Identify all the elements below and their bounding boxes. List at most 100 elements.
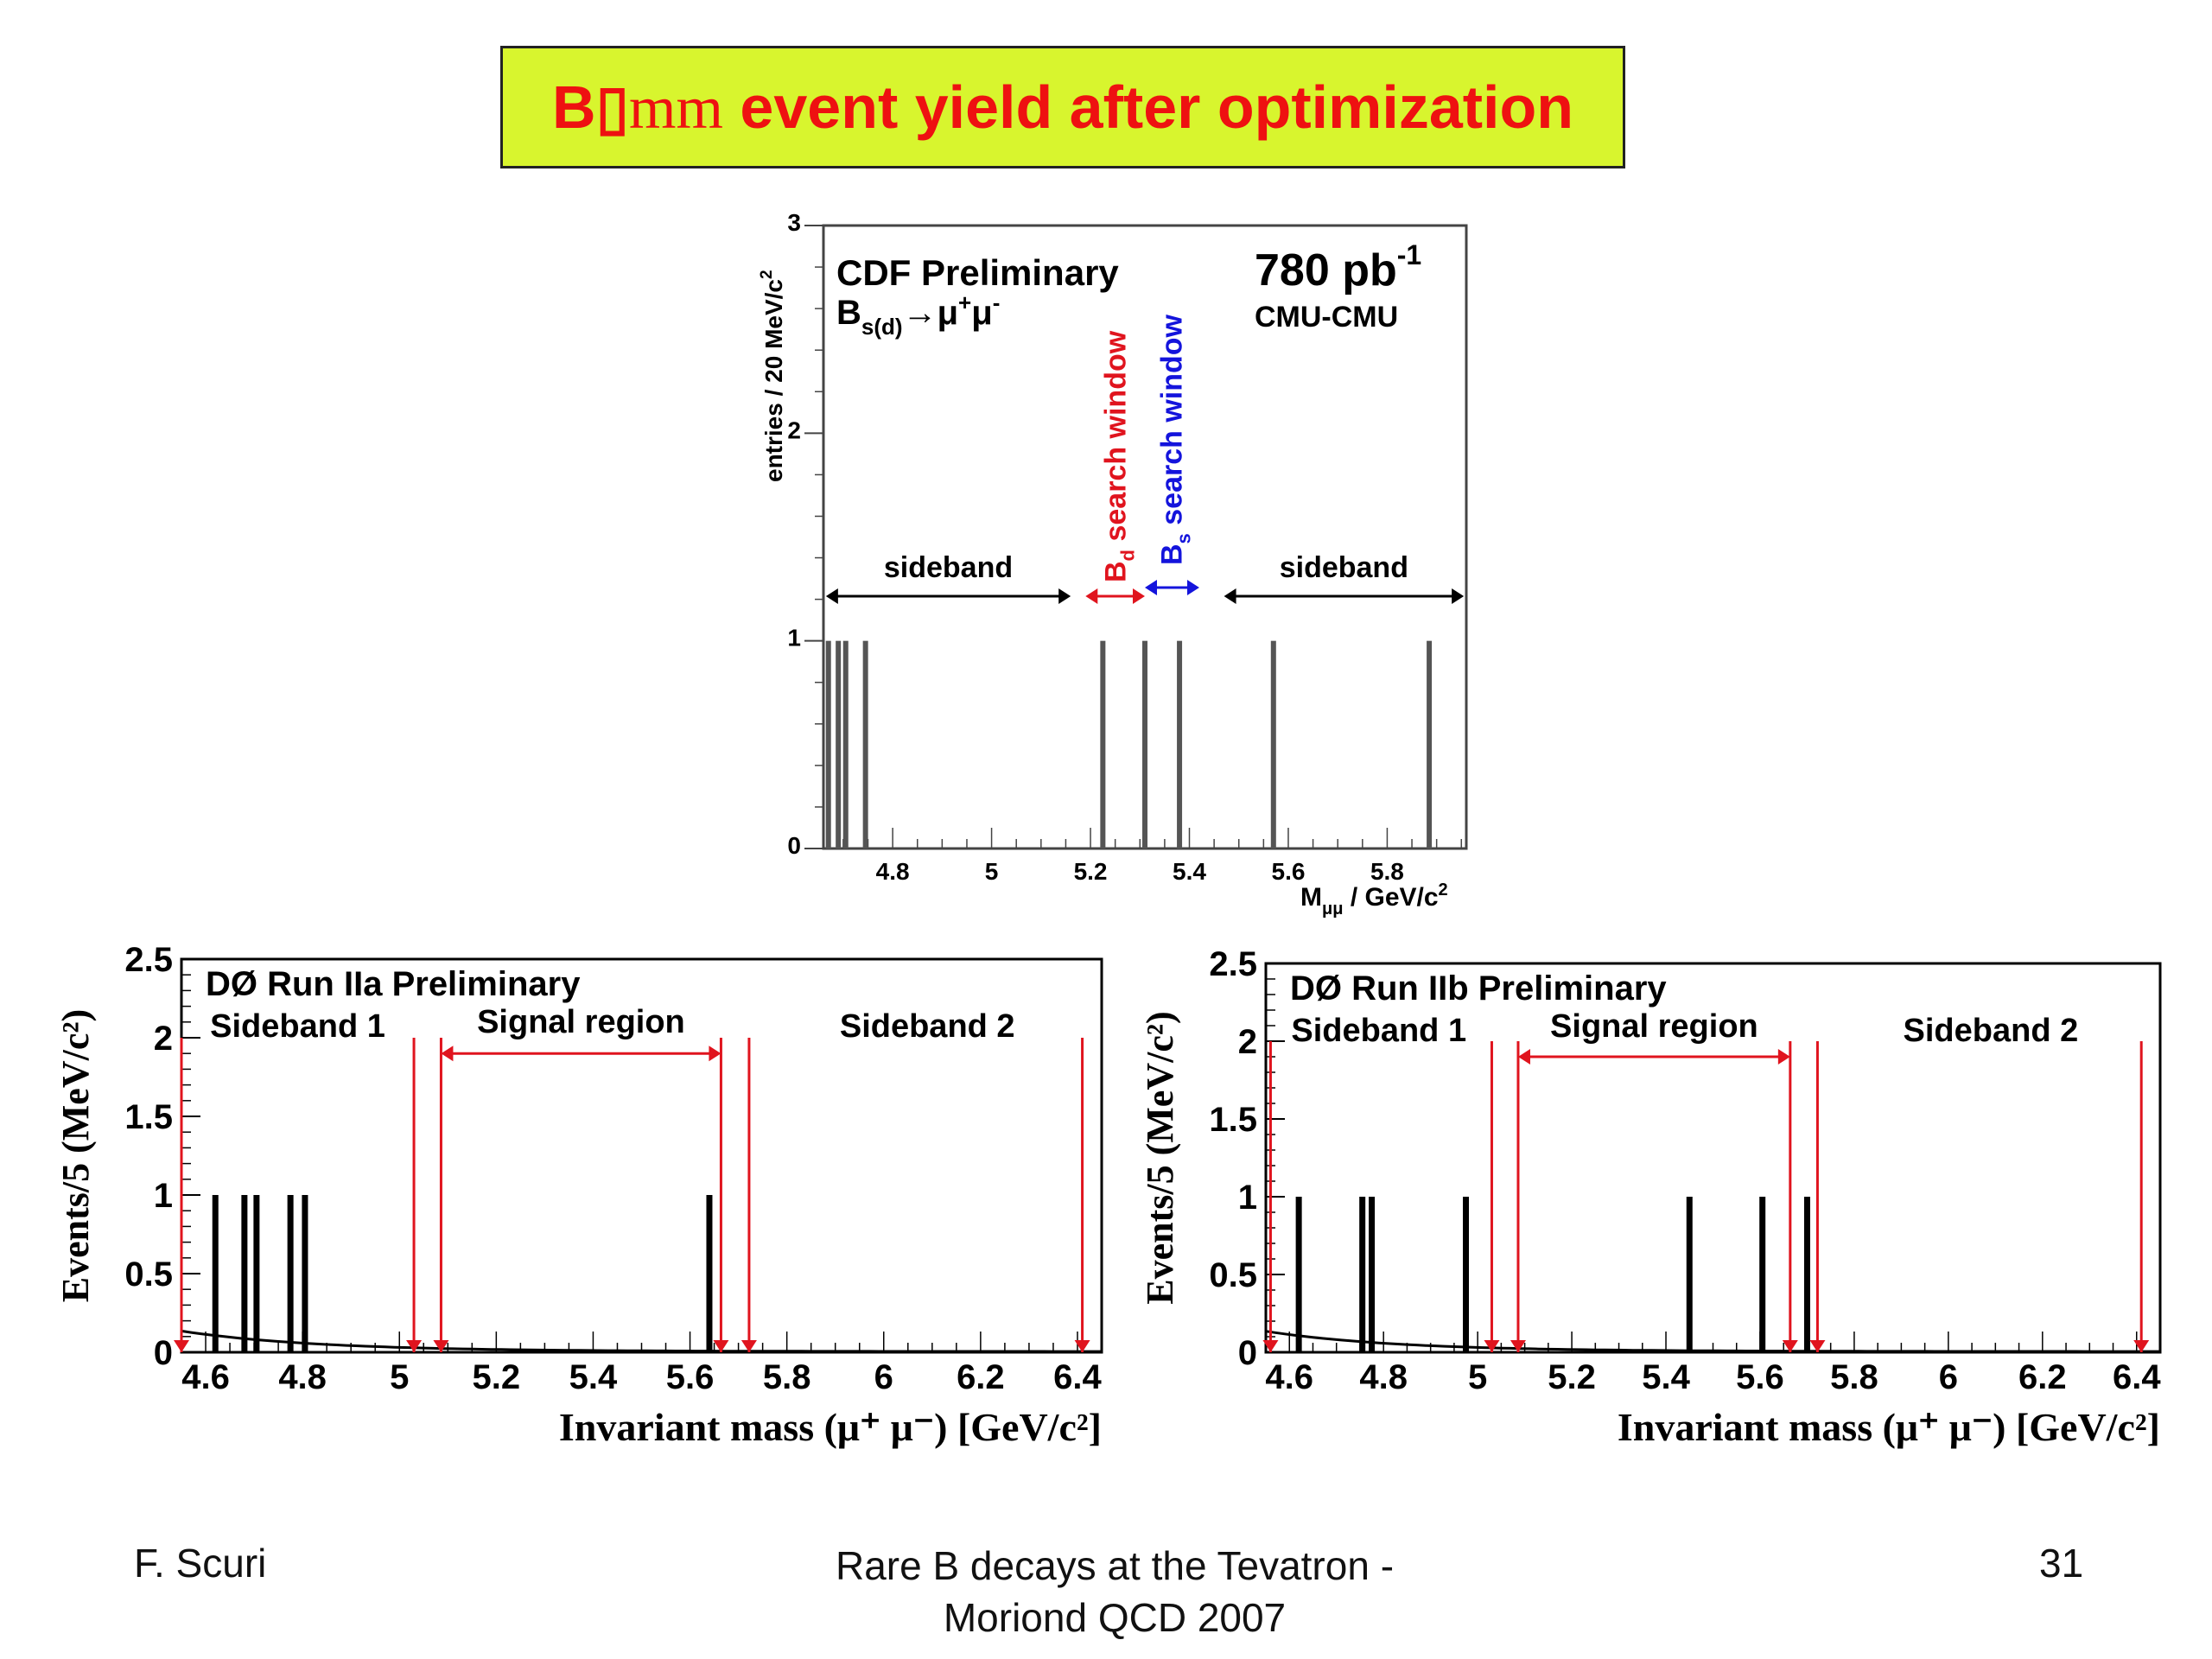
d0-2-signal-arrowhead [1517, 1049, 1530, 1065]
d0-1-region-arrowhead [1074, 1340, 1090, 1352]
d0-1-xtick-label: 5 [390, 1358, 409, 1396]
cdf-bd-arrowhead [1085, 588, 1098, 604]
d0-2-region-arrowhead [1510, 1340, 1526, 1352]
d0-1-event-bar [241, 1195, 248, 1352]
footer-talk-title: Rare B decays at the Tevatron - Moriond … [674, 1540, 1555, 1643]
d0-1-ytick-label: 1.5 [124, 1098, 173, 1136]
d0-1-event-bar [253, 1195, 260, 1352]
cdf-title-line1: CDF Preliminary [836, 252, 1119, 293]
d0-2-signal-arrowhead [1777, 1049, 1790, 1065]
d0-2-event-bar [1686, 1197, 1693, 1352]
d0-1-title: DØ Run IIa Preliminary [206, 965, 581, 1003]
cdf-sideband-label: sideband [1280, 551, 1408, 584]
footer-line1: Rare B decays at the Tevatron - [835, 1543, 1395, 1588]
d0-2-event-bar [1463, 1197, 1470, 1352]
d0-2-xlabel: Invariant mass (μ⁺ μ⁻) [GeV/c²] [1618, 1405, 2160, 1449]
cdf-title-line2: Bs(d)→μ+μ- [836, 289, 1000, 340]
cdf-ylabel: entries / 20 MeV/c2 [758, 270, 787, 482]
cdf-event-bar [842, 640, 849, 849]
footer-page-number: 31 [2039, 1541, 2084, 1586]
d0-1-ytick-label: 0.5 [124, 1255, 173, 1294]
svg-text:Events/5 (MeV/c²): Events/5 (MeV/c²) [1139, 1011, 1181, 1304]
cdf-event-bar [1142, 640, 1147, 849]
cdf-bd-arrowhead [1133, 588, 1145, 604]
d0-2-xtick-label: 4.8 [1359, 1358, 1408, 1396]
d0-2-region-arrowhead [1782, 1340, 1798, 1352]
d0-1-xtick-label: 6.2 [957, 1358, 1005, 1396]
cdf-event-bar [862, 640, 868, 849]
cdf-ytick-label: 1 [787, 625, 801, 652]
d0-2-xtick-label: 5.4 [1642, 1358, 1690, 1396]
d0-2-region-arrowhead [2133, 1340, 2150, 1352]
cdf-xtick-label: 5.2 [1074, 858, 1108, 885]
d0-2-background-fit [1265, 1330, 2160, 1353]
d0-2-region-arrowhead [1484, 1340, 1500, 1352]
d0-1-xtick-label: 6.4 [1053, 1358, 1102, 1396]
cdf-event-bar [1100, 640, 1106, 849]
cdf-sideband-arrowhead [825, 588, 838, 604]
d0-2-ytick-label: 0 [1238, 1334, 1257, 1372]
d0-1-signal-label: Signal region [477, 1004, 685, 1040]
d0-1-signal-arrowhead [709, 1046, 721, 1062]
d0-1-signal-arrowhead [441, 1046, 454, 1062]
footer-line2: Moriond QCD 2007 [943, 1595, 1287, 1640]
cdf-event-bar [1177, 640, 1183, 849]
cdf-xtick-label: 5.6 [1272, 858, 1306, 885]
cdf-event-bar [825, 640, 831, 849]
cdf-channel: CMU-CMU [1255, 301, 1398, 334]
d0-1-sideband2-label: Sideband 2 [840, 1008, 1015, 1045]
d0-2-ylabel: Events/5 (MeV/c²) [1139, 1011, 1181, 1304]
svg-text:Events/5 (MeV/c²): Events/5 (MeV/c²) [54, 1009, 97, 1302]
footer-author: F. Scuri [134, 1541, 267, 1586]
cdf-sideband-arrowhead [1224, 588, 1236, 604]
cdf-bs-arrowhead [1145, 580, 1157, 595]
d0-1-region-arrowhead [713, 1340, 729, 1352]
cdf-bs-window-label: Bs search window [1156, 314, 1195, 565]
title-glyph: ▯ [595, 73, 630, 141]
d0-2-ytick-label: 1.5 [1209, 1101, 1257, 1139]
svg-text:Bs search window: Bs search window [1156, 314, 1195, 565]
d0-2-xtick-label: 5 [1468, 1358, 1487, 1396]
cdf-xtick-label: 5.4 [1173, 858, 1206, 885]
d0-1-event-bar [212, 1195, 219, 1352]
d0-1-event-bar [287, 1195, 294, 1352]
svg-text:Bd search window: Bd search window [1100, 330, 1139, 582]
d0-2-event-bar [1359, 1197, 1366, 1352]
d0-2-event-bar [1369, 1197, 1376, 1352]
cdf-ytick-label: 0 [787, 832, 801, 859]
d0-1-region-arrowhead [174, 1340, 189, 1352]
d0-1-xtick-label: 5.8 [763, 1358, 811, 1396]
cdf-axes: 0 1 2 3 4.8 5 5.2 5.4 5.6 5.8 [787, 209, 1463, 885]
d0-2-ytick-label: 2 [1238, 1023, 1257, 1061]
cdf-xtick-label: 4.8 [876, 858, 910, 885]
cdf-event-bar [1270, 640, 1276, 849]
cdf-bars [825, 640, 1433, 849]
d0-1-sideband1-label: Sideband 1 [210, 1008, 385, 1045]
d0-2-ytick-label: 2.5 [1209, 945, 1257, 983]
d0-2-sideband1-label: Sideband 1 [1291, 1013, 1466, 1049]
cdf-ytick-label: 3 [787, 209, 801, 236]
d0-1-xtick-label: 5.6 [666, 1358, 715, 1396]
d0-2-xtick-label: 6 [1939, 1358, 1958, 1396]
cdf-xtick-label: 5.8 [1370, 858, 1404, 885]
d0-1-xtick-label: 5.4 [569, 1358, 618, 1396]
cdf-xtick-label: 5 [985, 858, 999, 885]
d0-1-xlabel: Invariant mass (μ⁺ μ⁻) [GeV/c²] [559, 1405, 1102, 1449]
d0-1-xtick-label: 4.6 [181, 1358, 230, 1396]
d0-1-ytick-label: 2 [154, 1020, 173, 1058]
d0-1-region-arrowhead [433, 1340, 449, 1352]
d0-2-region-arrowhead [1262, 1340, 1279, 1352]
d0-1-event-bar [302, 1195, 308, 1352]
cdf-xlabel: Mμμ / GeV/c2 [1300, 880, 1448, 918]
d0-2-region-arrowhead [1809, 1340, 1826, 1352]
slide-title: B▯mm event yield after optimization [552, 72, 1573, 143]
d0-2-xtick-label: 5.2 [1548, 1358, 1596, 1396]
d0-2-xtick-label: 6.4 [2113, 1358, 2161, 1396]
d0-1-xtick-label: 6 [874, 1358, 893, 1396]
cdf-event-bar [836, 640, 842, 849]
d0-2-ytick-label: 1 [1238, 1179, 1257, 1217]
d0-1-xtick-label: 4.8 [278, 1358, 327, 1396]
d0-1-event-bar [706, 1195, 713, 1352]
cdf-sideband-arrowhead [1058, 588, 1071, 604]
